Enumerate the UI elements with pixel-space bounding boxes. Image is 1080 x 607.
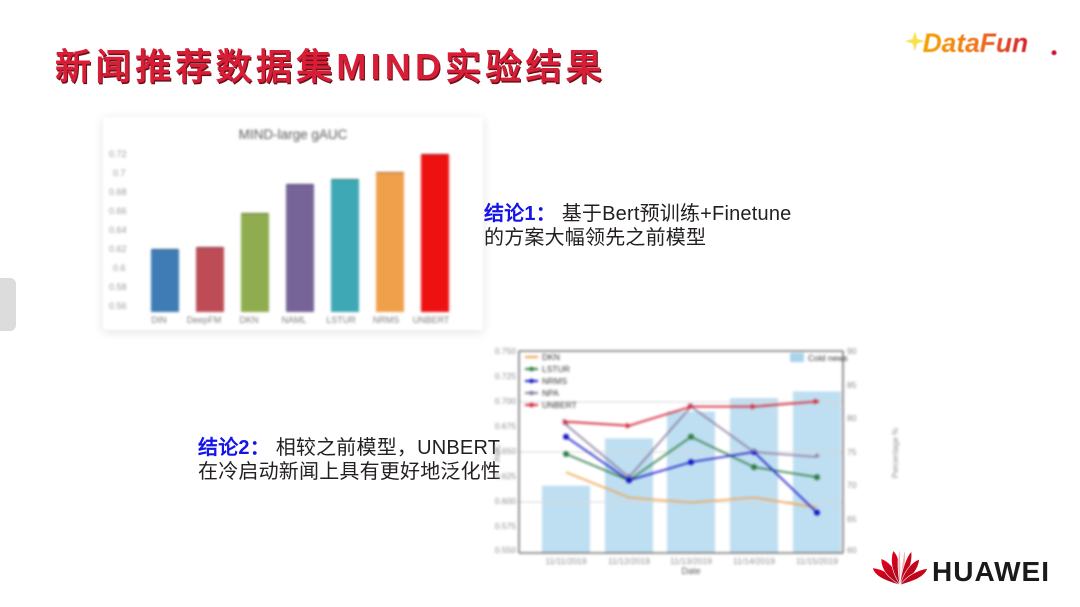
svg-text:0.675: 0.675 bbox=[495, 421, 517, 431]
svg-text:0.575: 0.575 bbox=[495, 521, 517, 531]
svg-text:DKN: DKN bbox=[542, 352, 560, 362]
svg-text:80: 80 bbox=[847, 413, 857, 423]
svg-text:AUC: AUC bbox=[492, 444, 502, 462]
svg-text:60: 60 bbox=[847, 545, 857, 555]
svg-text:LSTUR: LSTUR bbox=[542, 364, 570, 374]
svg-text:NPA: NPA bbox=[542, 388, 559, 398]
svg-text:11/12/2019: 11/12/2019 bbox=[608, 556, 650, 566]
svg-text:Cold news: Cold news bbox=[808, 353, 848, 363]
svg-text:0.625: 0.625 bbox=[495, 471, 517, 481]
svg-text:Percentage %: Percentage % bbox=[891, 428, 900, 478]
svg-text:DataFun: DataFun bbox=[923, 28, 1029, 58]
svg-text:85: 85 bbox=[847, 380, 857, 390]
svg-text:0.700: 0.700 bbox=[495, 396, 517, 406]
svg-text:NRMS: NRMS bbox=[542, 376, 567, 386]
svg-text:0.600: 0.600 bbox=[495, 496, 517, 506]
svg-text:90: 90 bbox=[847, 346, 857, 356]
svg-text:11/14/2019: 11/14/2019 bbox=[733, 556, 775, 566]
svg-text:11/15/2019: 11/15/2019 bbox=[796, 556, 838, 566]
svg-text:75: 75 bbox=[847, 447, 857, 457]
svg-text:Date: Date bbox=[681, 566, 700, 575]
svg-text:0.750: 0.750 bbox=[495, 346, 517, 356]
svg-text:0.725: 0.725 bbox=[495, 371, 517, 381]
svg-text:11/11/2019: 11/11/2019 bbox=[545, 556, 587, 566]
svg-text:70: 70 bbox=[847, 480, 857, 490]
svg-text:65: 65 bbox=[847, 514, 857, 524]
svg-text:11/13/2019: 11/13/2019 bbox=[670, 556, 712, 566]
svg-text:UNBERT: UNBERT bbox=[542, 400, 577, 410]
svg-text:0.550: 0.550 bbox=[495, 545, 517, 555]
